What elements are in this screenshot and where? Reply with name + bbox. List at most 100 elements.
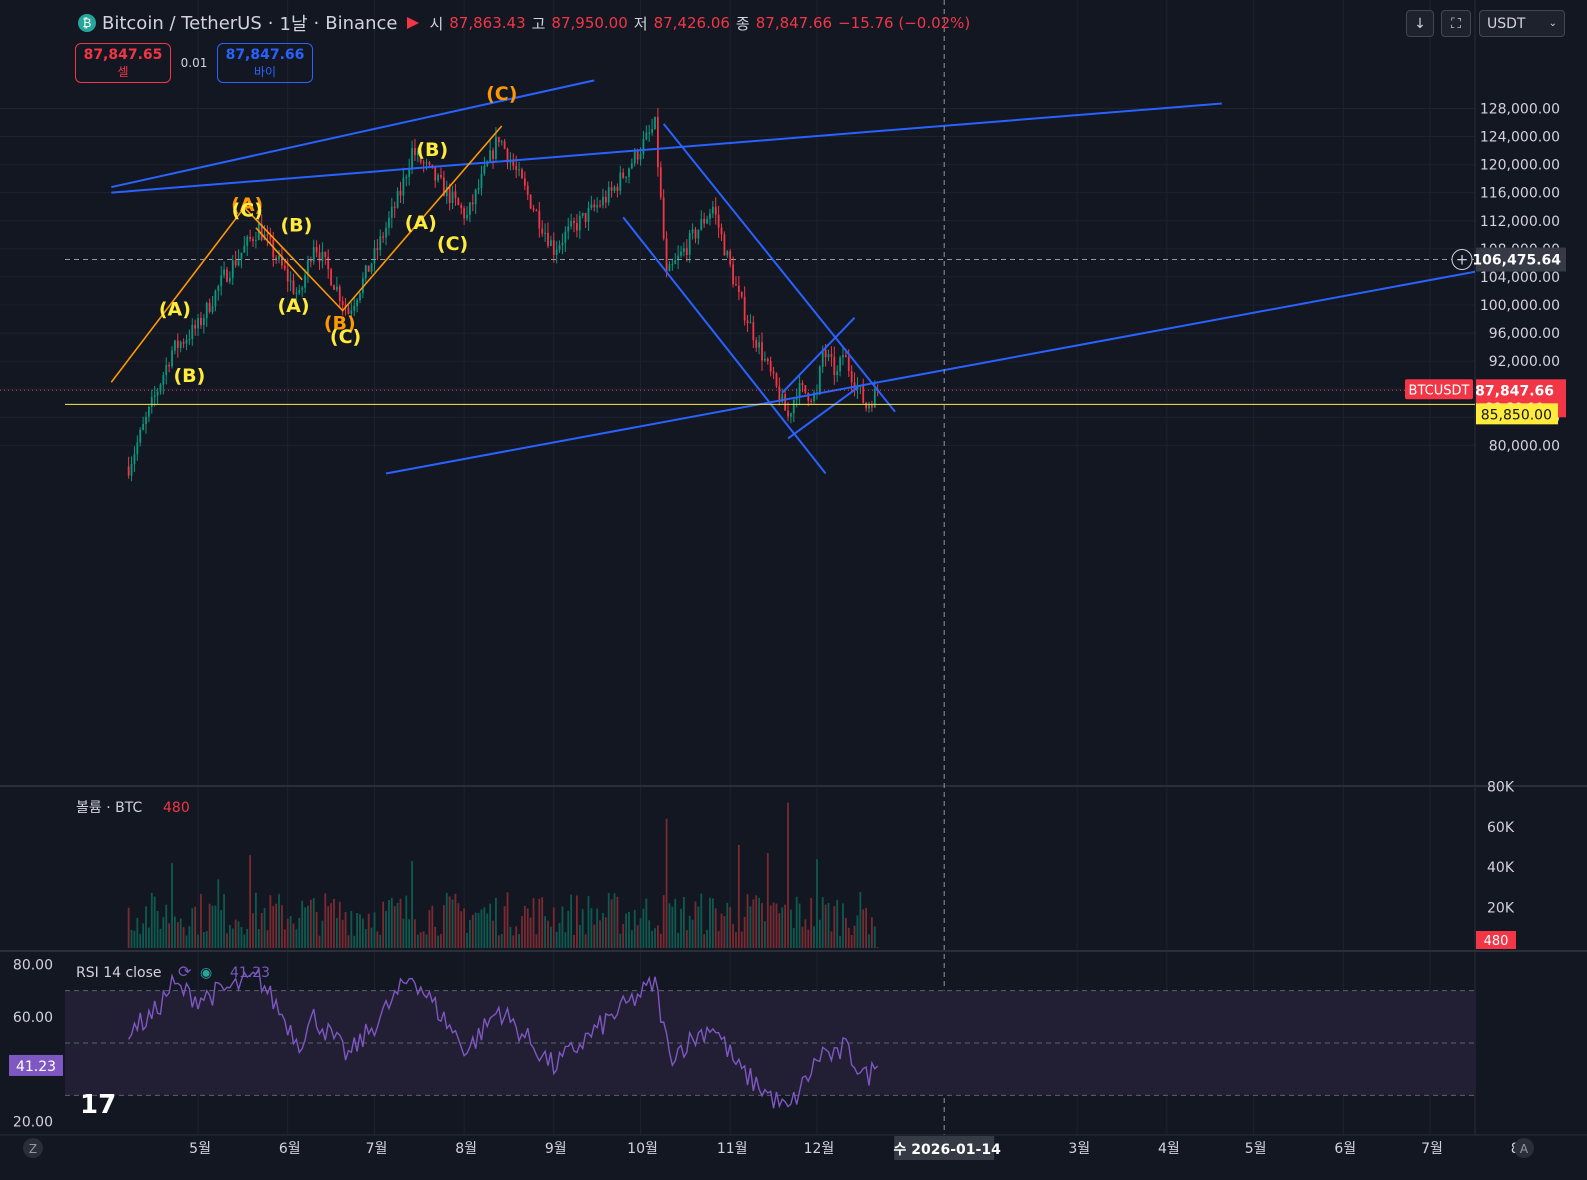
sell-button[interactable]: 87,847.65 셀 — [75, 43, 171, 83]
download-button[interactable]: ↓ — [1406, 10, 1434, 37]
volume-bar — [821, 897, 824, 948]
currency-select[interactable]: USDT ⌄ — [1479, 10, 1565, 37]
candle — [399, 191, 402, 196]
candle — [518, 169, 520, 171]
volume-bar — [683, 897, 685, 948]
volume-bar — [255, 892, 257, 948]
volume-bar — [547, 920, 549, 948]
volume-bar — [512, 935, 515, 948]
trend-line[interactable] — [111, 102, 1222, 194]
candle — [821, 349, 824, 367]
trend-line[interactable] — [781, 316, 856, 394]
candle — [145, 416, 147, 425]
wave-label[interactable]: (B) — [280, 214, 312, 236]
wave-path[interactable] — [110, 125, 503, 383]
candle — [639, 153, 642, 160]
candle — [607, 187, 610, 203]
volume-bar — [876, 947, 879, 948]
candle — [130, 464, 133, 476]
wave-label[interactable]: (B) — [324, 313, 356, 335]
time-tick-label: 10월 — [627, 1141, 658, 1157]
volume-bar — [677, 932, 680, 948]
refresh-icon[interactable]: ⟳ — [178, 962, 192, 981]
tradingview-logo[interactable]: 17 — [80, 1090, 116, 1120]
wave-label[interactable]: (C) — [486, 83, 517, 105]
candle — [312, 247, 315, 262]
candle — [237, 258, 240, 266]
candle — [547, 232, 549, 246]
wave-label[interactable]: (B) — [173, 365, 205, 387]
volume-bar — [711, 898, 714, 948]
open-value: 87,863.43 — [449, 14, 526, 32]
candle — [633, 150, 636, 164]
volume-bars — [127, 802, 879, 948]
trend-line[interactable] — [662, 123, 896, 413]
trend-line[interactable] — [111, 79, 595, 189]
volume-bar — [266, 930, 269, 948]
wave-label[interactable]: (C) — [437, 233, 468, 255]
candle — [434, 167, 437, 181]
volume-bar — [480, 909, 483, 948]
time-tick-label: 11월 — [717, 1141, 748, 1157]
symbol-name[interactable]: Bitcoin / TetherUS — [102, 12, 262, 34]
wave-path[interactable] — [255, 227, 303, 281]
candle — [500, 141, 503, 143]
candle — [295, 293, 298, 295]
volume-bar — [188, 926, 191, 948]
flag-icon[interactable] — [407, 17, 420, 29]
buy-button[interactable]: 87,847.66 바이 — [217, 43, 313, 83]
volume-bar — [362, 918, 364, 948]
wave-label[interactable]: (A) — [405, 212, 437, 234]
candle — [625, 176, 627, 178]
candle — [136, 442, 139, 455]
candle — [873, 388, 876, 408]
candle — [656, 116, 659, 168]
wave-label[interactable]: (C) — [330, 326, 361, 348]
z-button[interactable] — [23, 1138, 43, 1158]
add-alert-icon[interactable] — [1451, 249, 1473, 271]
candle — [752, 322, 755, 341]
trend-line[interactable] — [622, 216, 827, 475]
trend-line[interactable] — [787, 387, 859, 440]
wave-label[interactable]: (A) — [231, 194, 263, 216]
volume-tick-label: 60K — [1487, 820, 1515, 836]
volume-value-box — [1476, 931, 1516, 949]
volume-bar — [526, 908, 529, 948]
rsi-line[interactable] — [128, 966, 879, 1109]
volume-bar — [147, 927, 150, 948]
time-tick-label: 6월 — [1334, 1141, 1356, 1157]
open-label: 시 — [429, 14, 444, 33]
candle — [333, 285, 335, 290]
a-button[interactable] — [1514, 1138, 1534, 1158]
volume-bar — [211, 905, 214, 948]
candle — [847, 357, 850, 372]
volume-bar — [159, 928, 162, 948]
wave-label[interactable]: (A) — [159, 299, 191, 321]
volume-bar — [182, 927, 185, 948]
candle — [159, 384, 162, 392]
exchange: Binance — [325, 12, 398, 34]
volume-bar — [813, 926, 815, 948]
candle — [304, 275, 306, 288]
settings-icon[interactable]: ◉ — [200, 965, 212, 981]
low-value: 87,426.06 — [653, 14, 730, 32]
buy-price: 87,847.66 — [225, 47, 305, 63]
volume-bar — [703, 934, 706, 948]
candle — [578, 215, 581, 231]
fullscreen-button[interactable]: ⛶ — [1441, 10, 1471, 37]
candle — [824, 349, 827, 358]
candle — [405, 176, 408, 178]
buy-label: 바이 — [253, 65, 277, 79]
candle — [856, 386, 859, 390]
candle — [179, 342, 182, 349]
candle — [619, 172, 622, 191]
wave-label[interactable]: (C) — [232, 200, 263, 222]
volume-bar — [330, 903, 332, 948]
interval[interactable]: 1날 — [279, 14, 308, 35]
trend-line[interactable] — [385, 270, 1485, 475]
wave-label[interactable]: (B) — [416, 139, 448, 161]
wave-label[interactable]: (A) — [277, 295, 309, 317]
candle — [523, 178, 526, 186]
